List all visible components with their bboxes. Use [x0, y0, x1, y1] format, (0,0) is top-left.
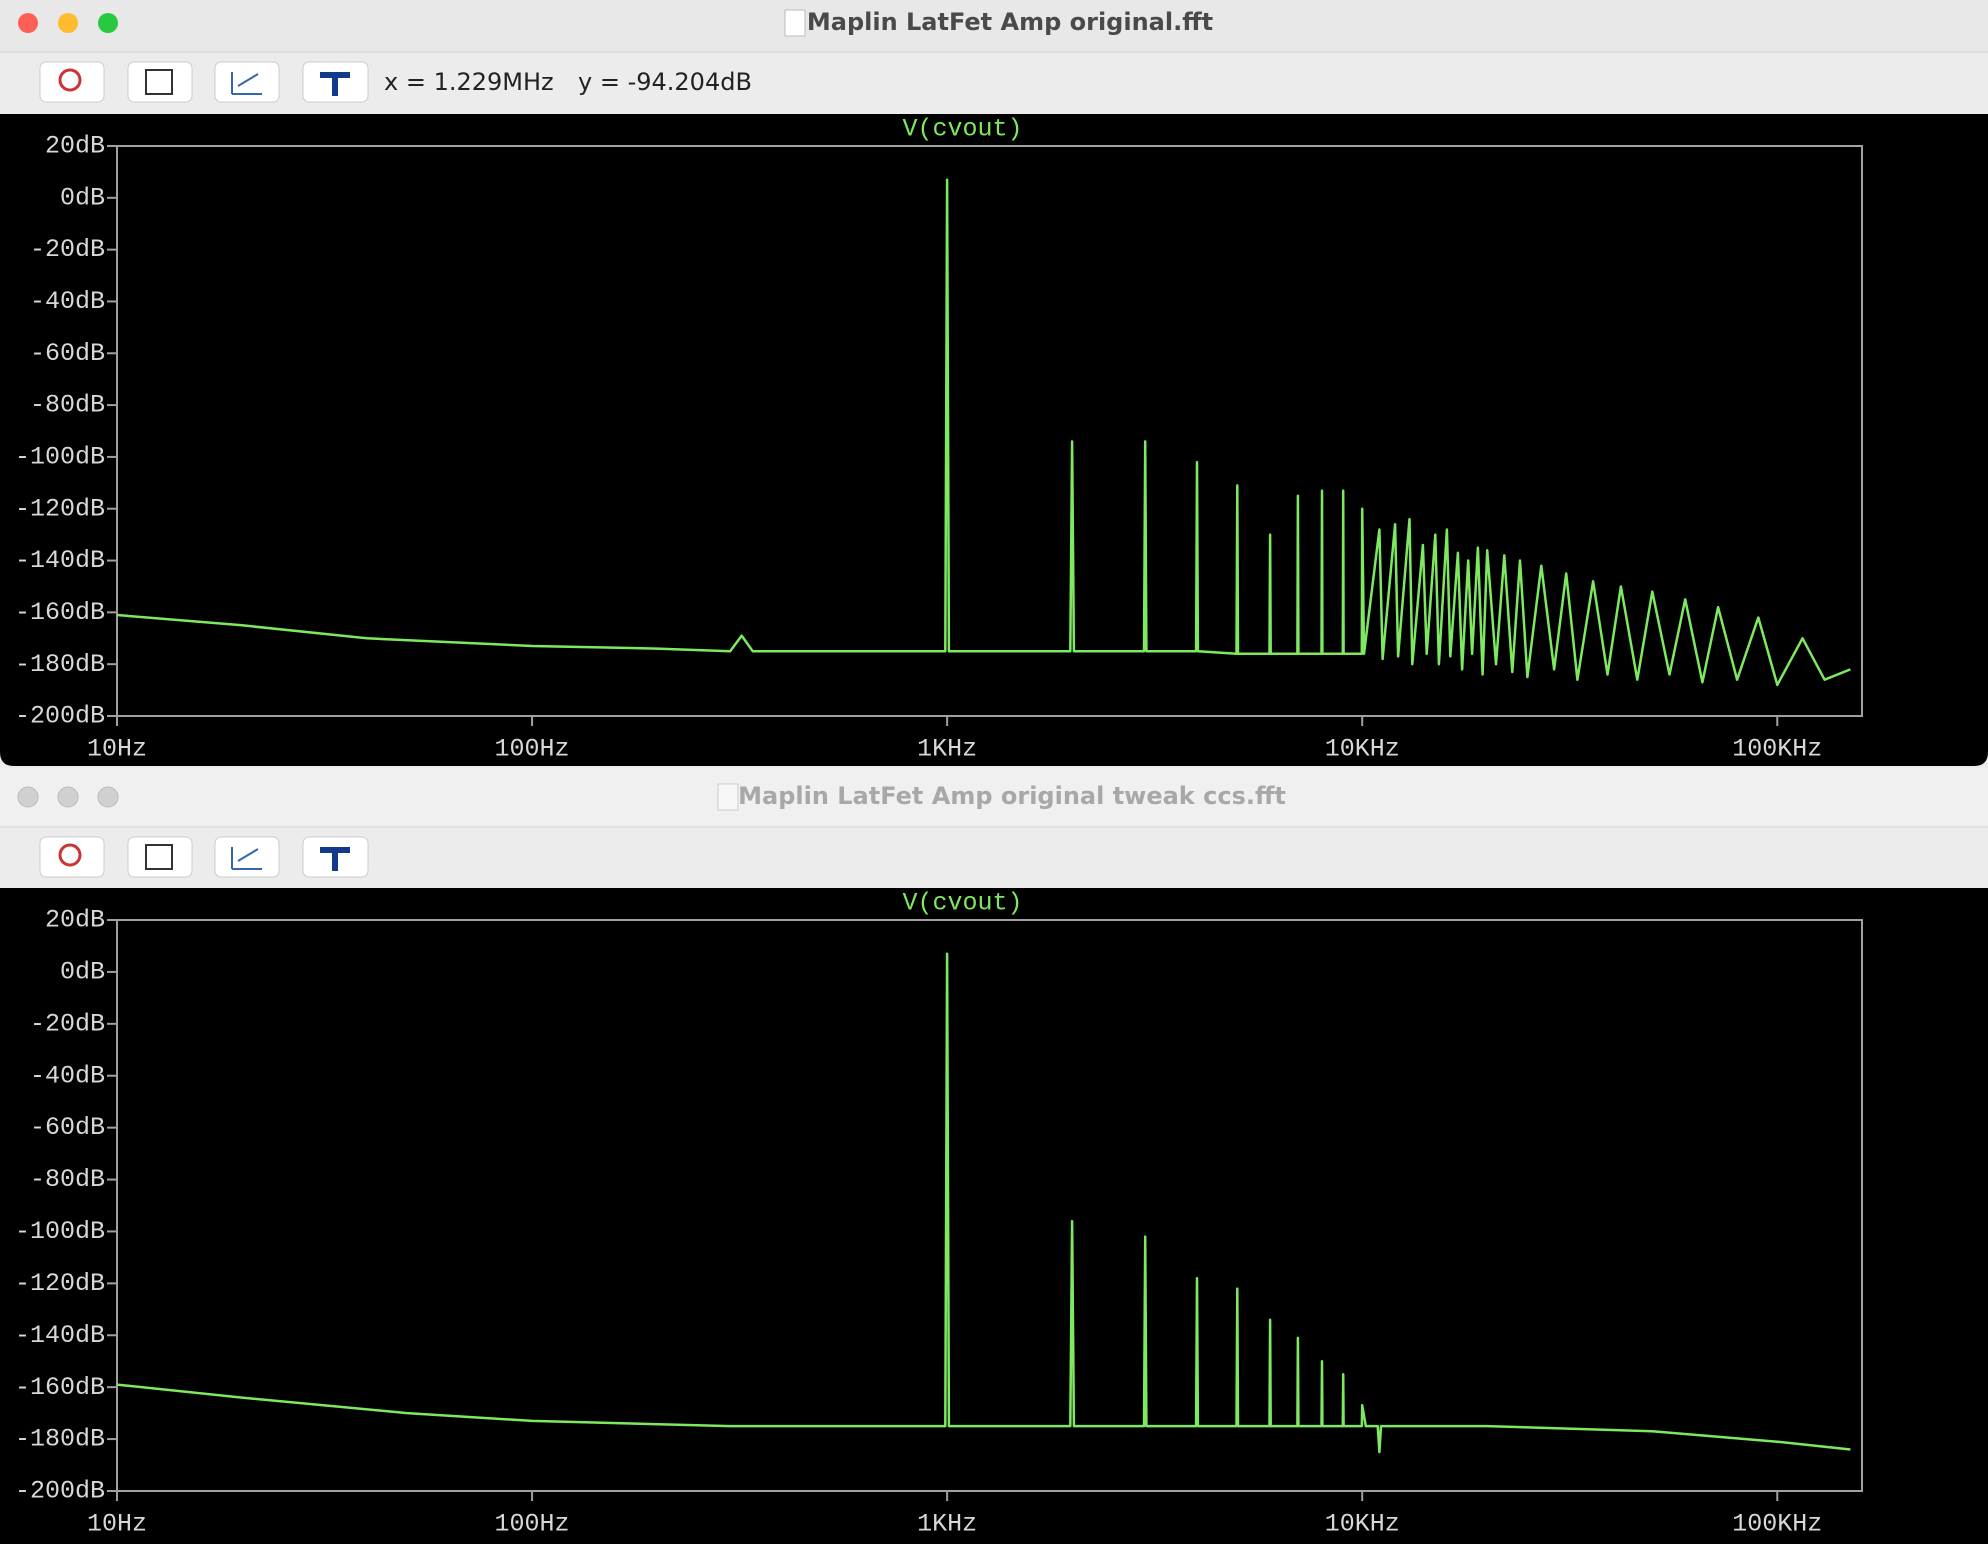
plot-pane [0, 114, 1988, 766]
cursor-y: y = -94.204dB [578, 68, 752, 96]
y-tick-label: 0dB [60, 183, 105, 212]
x-tick-label: 10Hz [87, 735, 147, 764]
close-button[interactable] [17, 786, 39, 808]
y-tick-label: -20dB [30, 1009, 105, 1038]
y-tick-label: 0dB [60, 958, 105, 987]
doc-icon [784, 9, 806, 37]
pan-tool[interactable] [214, 61, 280, 103]
autorange-tool[interactable] [127, 61, 193, 103]
y-tick-label: -120dB [15, 494, 105, 523]
chart-title: V(cvout) [902, 889, 1022, 918]
title-bar [0, 768, 1988, 827]
x-tick-label: 1KHz [917, 735, 977, 764]
window-title: Maplin LatFet Amp original.fft [807, 8, 1213, 36]
y-tick-label: -120dB [15, 1269, 105, 1298]
chart-title: V(cvout) [902, 115, 1022, 144]
toolbar [39, 61, 369, 103]
plot-pane [0, 888, 1988, 1544]
y-tick-label: -140dB [15, 1321, 105, 1350]
autorange-tool[interactable] [127, 836, 193, 878]
icon [58, 843, 82, 867]
toolbar [39, 836, 369, 878]
y-tick-label: -80dB [30, 1165, 105, 1194]
zoom-tool[interactable] [39, 836, 105, 878]
x-tick-label: 100KHz [1732, 735, 1822, 764]
x-tick-label: 100KHz [1732, 1510, 1822, 1539]
zoom-button[interactable] [98, 13, 118, 33]
close-button[interactable] [18, 13, 38, 33]
title-bar [0, 0, 1988, 52]
y-tick-label: 20dB [45, 906, 105, 935]
x-tick-label: 10KHz [1325, 735, 1400, 764]
y-tick-label: -140dB [15, 546, 105, 575]
window-title: Maplin LatFet Amp original tweak ccs.fft [738, 782, 1286, 810]
x-tick-label: 10Hz [87, 1510, 147, 1539]
y-tick-label: -180dB [15, 1425, 105, 1454]
minimize-button[interactable] [57, 786, 79, 808]
x-tick-label: 100Hz [495, 735, 570, 764]
icon [320, 72, 350, 96]
y-tick-label: -20dB [30, 235, 105, 264]
zoom-tool[interactable] [39, 61, 105, 103]
plot-frame [116, 919, 1863, 1492]
icon [145, 69, 173, 95]
y-tick-label: -160dB [15, 598, 105, 627]
x-tick-label: 1KHz [917, 1510, 977, 1539]
icon [231, 72, 262, 95]
y-tick-label: -100dB [15, 1217, 105, 1246]
cursor-x: x = 1.229MHz [384, 68, 554, 96]
zoom-button[interactable] [97, 786, 119, 808]
y-tick-label: -80dB [30, 391, 105, 420]
y-tick-label: -60dB [30, 339, 105, 368]
y-tick-label: 20dB [45, 132, 105, 161]
y-tick-label: -160dB [15, 1373, 105, 1402]
y-tick-label: -200dB [15, 702, 105, 731]
spectrum-line [116, 178, 1851, 687]
spectrum-line [116, 952, 1851, 1454]
y-tick-label: -60dB [30, 1113, 105, 1142]
icon [58, 68, 82, 92]
x-tick-label: 100Hz [495, 1510, 570, 1539]
icon [145, 844, 173, 870]
y-tick-label: -200dB [15, 1477, 105, 1506]
y-tick-label: -40dB [30, 287, 105, 316]
plot-frame [116, 145, 1863, 717]
minimize-button[interactable] [58, 13, 78, 33]
y-tick-label: -40dB [30, 1061, 105, 1090]
doc-icon [717, 783, 739, 811]
x-tick-label: 10KHz [1325, 1510, 1400, 1539]
pan-tool[interactable] [214, 836, 280, 878]
icon [231, 847, 262, 870]
icon [320, 847, 350, 871]
y-tick-label: -100dB [15, 443, 105, 472]
y-tick-label: -180dB [15, 650, 105, 679]
